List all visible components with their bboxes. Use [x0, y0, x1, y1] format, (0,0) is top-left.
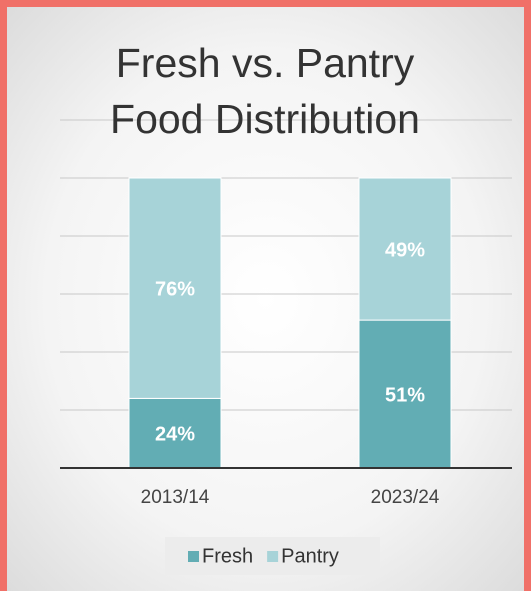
legend-label: Pantry	[281, 545, 339, 567]
data-label: 76%	[155, 278, 195, 300]
bar-segment	[358, 319, 452, 469]
x-tick-label: 2013/14	[141, 487, 210, 508]
data-label: 24%	[155, 423, 195, 445]
legend-swatch	[267, 551, 279, 562]
bar-segment	[358, 177, 452, 321]
legend-swatch	[188, 551, 199, 562]
bar-segment	[128, 177, 222, 399]
data-label: 49%	[385, 239, 425, 261]
x-tick-label: 2023/24	[371, 487, 440, 508]
legend-label: Fresh	[202, 545, 253, 567]
chart-title: Fresh vs. Pantry Food Distribution	[110, 40, 420, 142]
data-label: 51%	[385, 384, 425, 406]
